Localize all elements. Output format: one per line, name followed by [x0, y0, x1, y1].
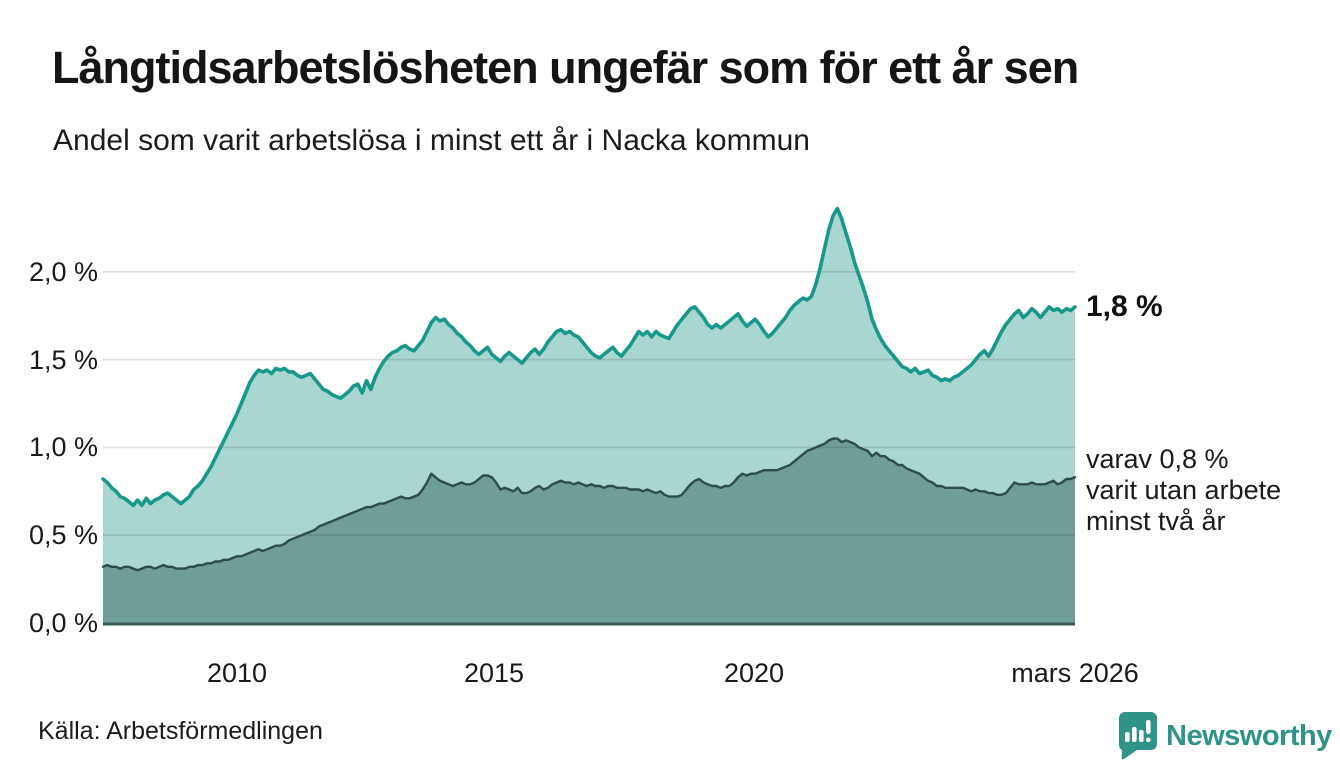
- area-fill-minst-tva-ar: [103, 438, 1075, 623]
- y-tick-1-0: 1,0 %: [28, 432, 98, 462]
- x-tick-2015: 2015: [463, 658, 525, 688]
- secondary-series-label: varav 0,8 % varit utan arbete minst två …: [1086, 444, 1281, 537]
- y-tick-0-5: 0,5 %: [28, 520, 98, 550]
- page-subtitle: Andel som varit arbetslösa i minst ett å…: [53, 124, 810, 157]
- page-title: Långtidsarbetslösheten ungefär som för e…: [52, 42, 1079, 93]
- y-tick-0-0: 0,0 %: [28, 608, 98, 638]
- y-tick-1-5: 1,5 %: [28, 345, 98, 375]
- x-tick-2010: 2010: [206, 658, 268, 688]
- newsworthy-logo: Newsworthy: [1117, 710, 1332, 762]
- y-tick-2-0: 2,0 %: [28, 257, 98, 287]
- latest-value-label: 1,8 %: [1086, 290, 1163, 323]
- x-tick-2020: 2020: [723, 658, 785, 688]
- x-tick-mars-2026: mars 2026: [1011, 658, 1139, 688]
- secondary-series-label-line1: varav 0,8 %: [1086, 444, 1229, 474]
- line-minst-ett-ar: [101, 206, 1077, 508]
- secondary-series-label-line3: minst två år: [1086, 506, 1226, 536]
- newsworthy-logo-text: Newsworthy: [1166, 719, 1332, 752]
- source-credit: Källa: Arbetsförmedlingen: [38, 717, 323, 745]
- secondary-series-label-line2: varit utan arbete: [1086, 475, 1282, 505]
- newsworthy-logo-icon: [1119, 712, 1157, 760]
- line-minst-tva-ar: [101, 437, 1077, 572]
